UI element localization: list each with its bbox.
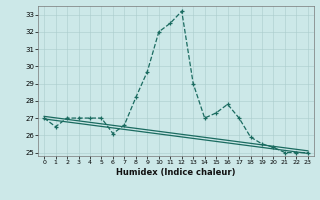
X-axis label: Humidex (Indice chaleur): Humidex (Indice chaleur)	[116, 168, 236, 177]
